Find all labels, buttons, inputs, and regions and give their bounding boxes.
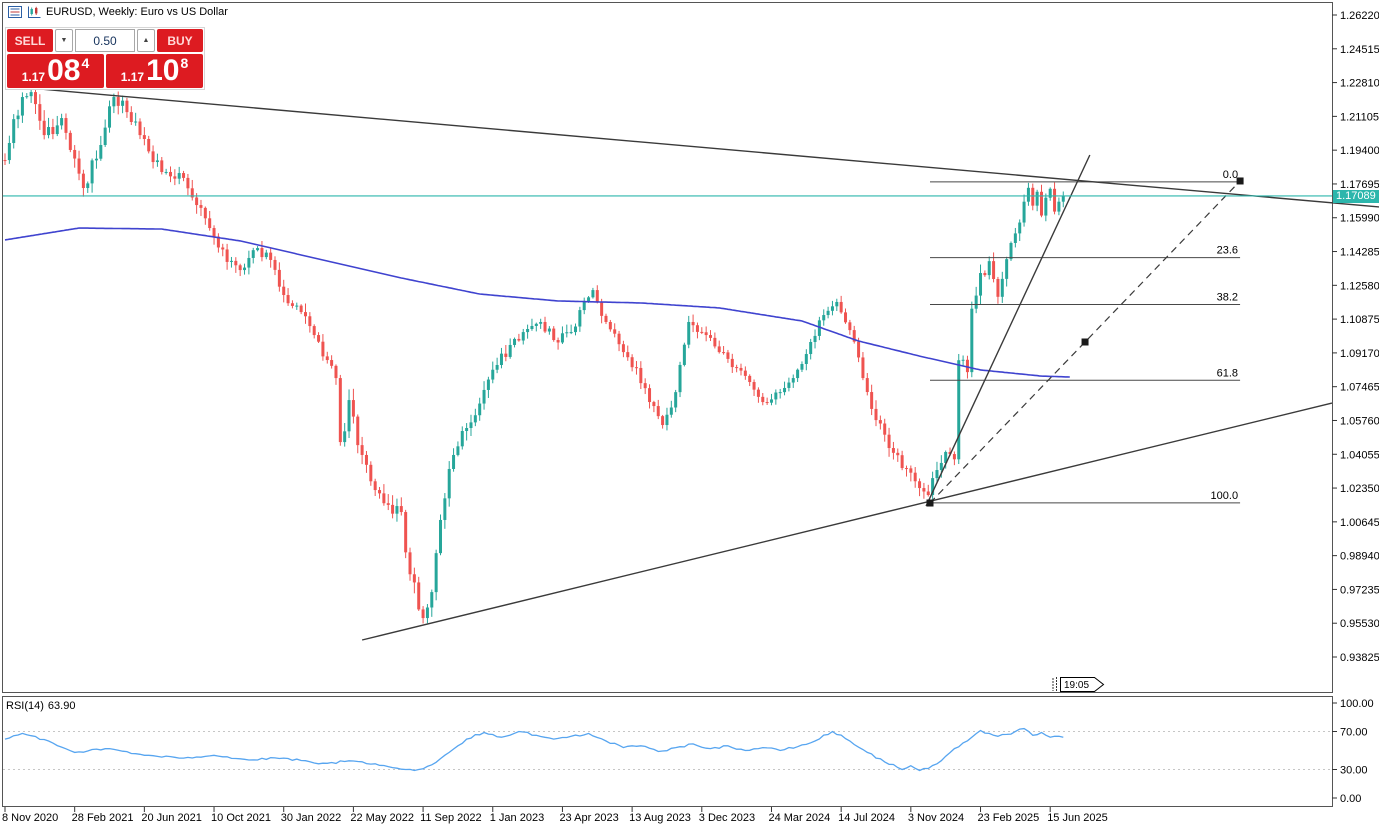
object-anchor-marker — [1236, 177, 1244, 185]
sell-price-sup: 4 — [81, 55, 90, 71]
sell-price-quote[interactable]: 1.17 08 4 — [7, 54, 104, 88]
volume-input[interactable] — [75, 29, 135, 52]
svg-text:13 Aug 2023: 13 Aug 2023 — [629, 812, 691, 824]
buy-price-quote[interactable]: 1.17 10 8 — [106, 54, 203, 88]
svg-text:0.00: 0.00 — [1340, 793, 1361, 805]
svg-text:70.00: 70.00 — [1340, 727, 1368, 739]
svg-text:1.15990: 1.15990 — [1340, 213, 1379, 225]
trade-panel-quotes: 1.17 08 4 1.17 10 8 — [7, 54, 203, 88]
svg-text:20 Jun 2021: 20 Jun 2021 — [141, 812, 202, 824]
quote-list-icon[interactable] — [8, 6, 22, 18]
svg-text:0.93825: 0.93825 — [1340, 652, 1379, 664]
main-panel-border — [2, 2, 1333, 693]
svg-text:28 Feb 2021: 28 Feb 2021 — [72, 812, 134, 824]
rsi-indicator-label: RSI(14) 63.90 — [6, 700, 79, 712]
svg-text:30.00: 30.00 — [1340, 765, 1368, 777]
buy-price-sup: 8 — [180, 55, 189, 71]
rsi-value: 63.90 — [47, 700, 76, 712]
rsi-line — [4, 727, 1064, 772]
svg-text:1.12580: 1.12580 — [1340, 280, 1379, 292]
symbol-title: EURUSD, Weekly: Euro vs US Dollar — [46, 6, 228, 18]
svg-text:15 Jun 2025: 15 Jun 2025 — [1047, 812, 1108, 824]
svg-text:3 Dec 2023: 3 Dec 2023 — [699, 812, 755, 824]
svg-text:1.02350: 1.02350 — [1340, 483, 1379, 495]
steep-rally-trendline — [925, 154, 1091, 507]
svg-text:1.21105: 1.21105 — [1340, 111, 1379, 123]
svg-text:100.0: 100.0 — [1211, 490, 1239, 502]
buy-price-big: 10 — [146, 54, 180, 87]
object-anchor-marker — [1081, 338, 1089, 346]
svg-text:0.95530: 0.95530 — [1340, 618, 1379, 630]
time-axis: 8 Nov 2020 28 Feb 2021 20 Jun 2021 10 Oct 2… — [2, 807, 1108, 824]
svg-text:1.26220: 1.26220 — [1340, 10, 1379, 22]
svg-text:1 Jan 2023: 1 Jan 2023 — [490, 812, 544, 824]
svg-text:30 Jan 2022: 30 Jan 2022 — [281, 812, 342, 824]
svg-text:3 Nov 2024: 3 Nov 2024 — [908, 812, 964, 824]
countdown-value: 19:05 — [1064, 680, 1089, 691]
svg-text:23 Apr 2023: 23 Apr 2023 — [559, 812, 618, 824]
svg-text:1.07465: 1.07465 — [1340, 382, 1379, 394]
svg-text:1.24515: 1.24515 — [1340, 44, 1379, 56]
price-axis: 1.26220 1.24515 1.22810 1.21105 1.19400 1.176… — [1332, 10, 1379, 664]
svg-text:24 Mar 2024: 24 Mar 2024 — [768, 812, 830, 824]
mini-candle-icon — [1052, 677, 1057, 692]
svg-text:1.19400: 1.19400 — [1340, 145, 1379, 157]
svg-text:22 May 2022: 22 May 2022 — [350, 812, 414, 824]
svg-text:1.14285: 1.14285 — [1340, 247, 1379, 259]
fibonacci-retracement: 0.0 23.6 38.2 61.8 100.0 — [930, 169, 1241, 504]
fibo-projection — [929, 180, 1241, 504]
svg-text:23 Feb 2025: 23 Feb 2025 — [978, 812, 1040, 824]
current-price-value: 1.17089 — [1336, 190, 1376, 202]
svg-text:11 Sep 2022: 11 Sep 2022 — [420, 812, 482, 824]
one-click-trading-panel: SELL ▼ ▲ BUY 1.17 08 4 1.17 10 8 — [5, 27, 205, 90]
chevron-up-icon: ▲ — [142, 37, 150, 44]
current-price-tag: 1.17089 — [1333, 190, 1379, 203]
chart-header: EURUSD, Weekly: Euro vs US Dollar — [8, 6, 228, 18]
svg-text:1.09170: 1.09170 — [1340, 348, 1379, 360]
svg-text:1.00645: 1.00645 — [1340, 517, 1379, 529]
descending-resistance — [28, 87, 1379, 208]
svg-text:61.8: 61.8 — [1217, 367, 1238, 379]
svg-text:0.98940: 0.98940 — [1340, 551, 1379, 563]
svg-text:1.04055: 1.04055 — [1340, 449, 1379, 461]
trade-panel-controls: SELL ▼ ▲ BUY — [7, 29, 203, 52]
object-anchor-marker — [926, 499, 934, 507]
rsi-indicator: 100.00 70.00 30.00 0.00 — [3, 698, 1374, 805]
chevron-down-icon: ▼ — [60, 37, 68, 44]
bar-close-countdown: 19:05 — [1050, 676, 1106, 698]
candlestick-chart-icon[interactable] — [27, 6, 41, 18]
rsi-name: RSI(14) — [6, 700, 44, 712]
svg-text:10 Oct 2021: 10 Oct 2021 — [211, 812, 271, 824]
volume-increase-button[interactable]: ▲ — [137, 29, 155, 52]
buy-button[interactable]: BUY — [157, 29, 203, 52]
countdown-pennant — [1060, 677, 1105, 692]
svg-text:1.10875: 1.10875 — [1340, 314, 1379, 326]
svg-text:0.97235: 0.97235 — [1340, 584, 1379, 596]
svg-text:14 Jul 2024: 14 Jul 2024 — [838, 812, 895, 824]
sell-button[interactable]: SELL — [7, 29, 53, 52]
svg-text:38.2: 38.2 — [1217, 292, 1238, 304]
sell-price-big: 08 — [47, 54, 81, 87]
svg-text:1.17695: 1.17695 — [1340, 179, 1379, 191]
svg-text:23.6: 23.6 — [1217, 245, 1238, 257]
svg-text:0.0: 0.0 — [1223, 169, 1238, 181]
ascending-support — [361, 402, 1333, 641]
volume-decrease-button[interactable]: ▼ — [55, 29, 73, 52]
sell-price-prefix: 1.17 — [21, 70, 46, 84]
svg-text:8 Nov 2020: 8 Nov 2020 — [2, 812, 58, 824]
rsi-panel-border — [2, 696, 1333, 807]
svg-text:1.05760: 1.05760 — [1340, 415, 1379, 427]
buy-price-prefix: 1.17 — [120, 70, 145, 84]
svg-text:1.22810: 1.22810 — [1340, 78, 1379, 90]
svg-text:100.00: 100.00 — [1340, 698, 1374, 710]
moving-average-line — [4, 227, 1070, 378]
candlestick-series — [3, 86, 1065, 624]
